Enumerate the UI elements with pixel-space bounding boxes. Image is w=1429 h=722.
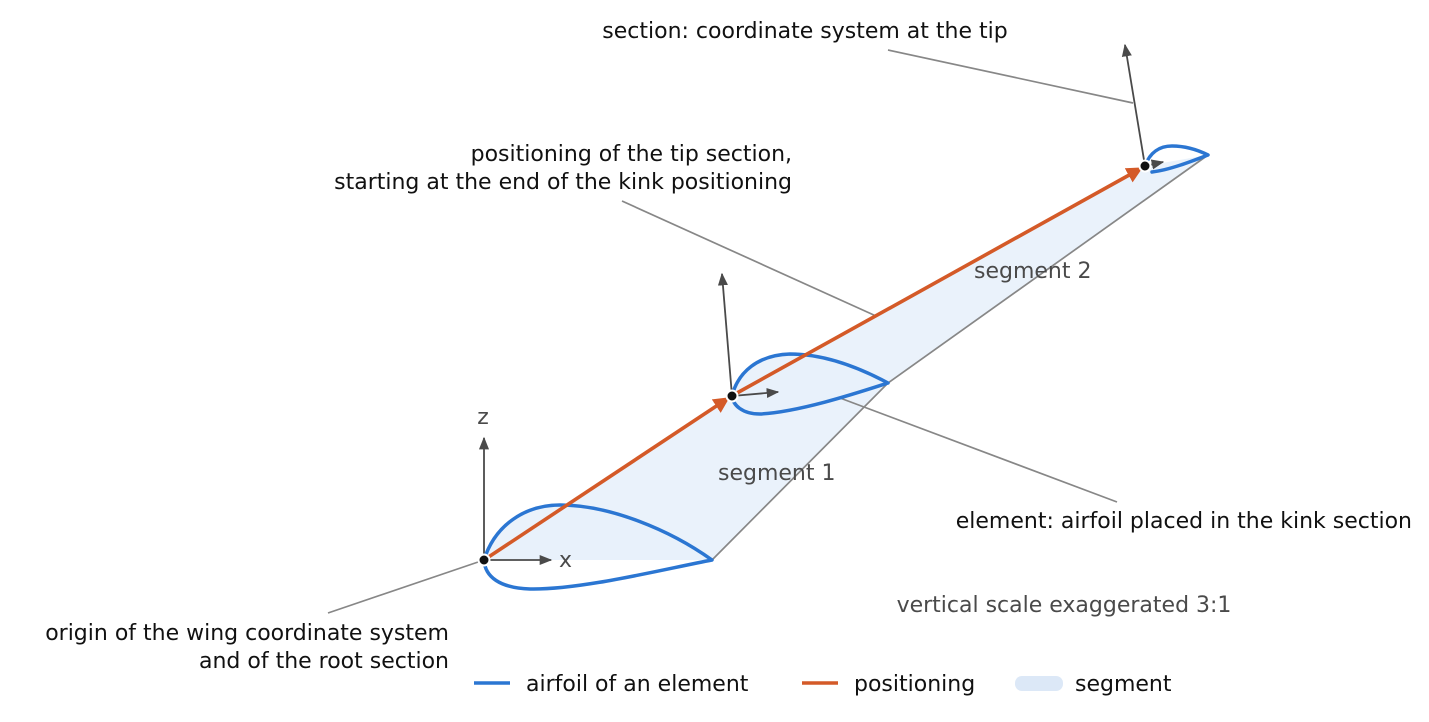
kink-positioning-arrow <box>483 397 730 562</box>
root-airfoil-fill <box>484 505 712 560</box>
origin-annotation-line1: origin of the wing coordinate system <box>45 621 449 646</box>
legend-segment-swatch <box>1015 676 1063 691</box>
scale-note: vertical scale exaggerated 3:1 <box>897 593 1232 618</box>
kink-element-annotation: element: airfoil placed in the kink sect… <box>956 509 1412 534</box>
z-axis-label: z <box>477 405 489 430</box>
kink-airfoil <box>730 352 890 416</box>
legend-segment-label: segment <box>1075 672 1172 697</box>
leader-origin <box>327 559 485 614</box>
tip-z-axis-arrow <box>1121 43 1146 167</box>
kink-z-axis-arrow <box>717 272 733 397</box>
kink-airfoil-fill <box>732 354 888 414</box>
origin-annotation-line2: and of the root section <box>199 649 449 674</box>
legend-airfoil-label: airfoil of an element <box>526 672 749 697</box>
tip-airfoil <box>1143 144 1210 174</box>
root-airfoil <box>482 503 714 591</box>
kink-origin-dot <box>725 389 739 403</box>
legend-positioning-label: positioning <box>854 672 975 697</box>
x-axis-label: x <box>559 548 572 573</box>
kink-x-axis-arrow <box>731 387 780 399</box>
tip-coordinate-system-annotation: section: coordinate system at the tip <box>602 19 1007 44</box>
segment-2-area <box>732 155 1208 396</box>
root-origin-dot <box>477 553 491 567</box>
leader-tip-coordinate-system <box>887 49 1134 104</box>
tip-positioning-annotation-line2: starting at the end of the kink position… <box>334 170 792 195</box>
tip-origin-dot <box>1138 159 1152 173</box>
leader-kink-element <box>839 397 1118 503</box>
tip-positioning-arrow <box>736 167 1143 395</box>
segment-2-label: segment 2 <box>974 259 1092 284</box>
tip-positioning-annotation-line1: positioning of the tip section, <box>471 142 792 167</box>
leader-tip-positioning <box>621 200 877 317</box>
segment-1-label: segment 1 <box>718 461 836 486</box>
legend: airfoil of an element positioning segmen… <box>474 672 1172 697</box>
